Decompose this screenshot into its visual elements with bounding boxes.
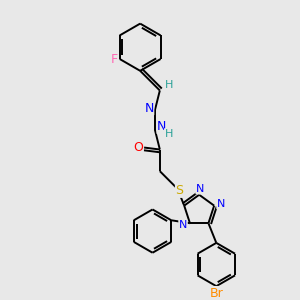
Text: N: N xyxy=(179,220,187,230)
Text: N: N xyxy=(157,120,167,134)
Text: N: N xyxy=(144,102,154,115)
Text: N: N xyxy=(217,199,225,209)
Text: H: H xyxy=(164,129,173,139)
Text: S: S xyxy=(176,184,184,197)
Text: N: N xyxy=(196,184,204,194)
Text: Br: Br xyxy=(209,286,223,300)
Text: F: F xyxy=(110,52,117,65)
Text: H: H xyxy=(164,80,173,90)
Text: O: O xyxy=(133,141,143,154)
